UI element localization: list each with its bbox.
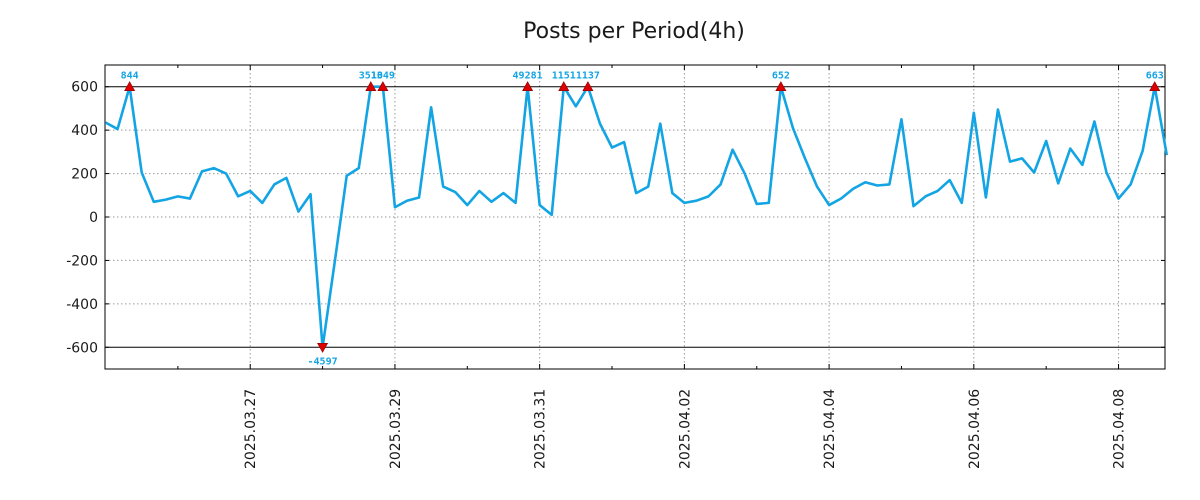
clip-marker	[1149, 81, 1161, 92]
x-tick-label: 2025.03.29	[388, 389, 404, 469]
y-tick-label: 200	[71, 167, 98, 183]
clip-marker	[582, 81, 594, 92]
tick-labels: -600 -400 -200 0 200 400 600 2025.03.27 2025.03.…	[66, 80, 1127, 469]
clip-marker	[522, 81, 534, 92]
clip-marker	[317, 342, 329, 353]
clip-value-label: 1049	[371, 71, 395, 82]
clip-marker	[558, 81, 570, 92]
series-layer	[104, 85, 1169, 349]
y-tick-label: -400	[66, 297, 98, 313]
x-tick-label: 2025.03.27	[243, 389, 259, 469]
x-tick-label: 2025.03.31	[533, 389, 549, 469]
x-tick-label: 2025.04.06	[967, 389, 983, 469]
y-tick-label: 0	[89, 210, 98, 226]
clip-limit-lines	[105, 86, 1165, 348]
clip-marker	[365, 81, 377, 92]
grid-layer	[105, 65, 1165, 369]
clip-value-label: 663	[1146, 71, 1164, 82]
axes-frame	[104, 64, 1166, 370]
clip-marker	[124, 81, 136, 92]
clip-value-label: 1137	[576, 71, 600, 82]
y-tick-label: 400	[71, 123, 98, 139]
plot-frame	[104, 64, 1166, 370]
clip-marker	[775, 81, 787, 92]
x-tick-label: 2025.04.04	[822, 389, 838, 469]
clip-marker	[377, 81, 389, 92]
clip-value-label: -4597	[308, 356, 338, 367]
clip-value-label: 1151	[552, 71, 576, 82]
y-tick-label: 600	[71, 80, 98, 96]
clip-value-label: 652	[772, 71, 790, 82]
x-tick-label: 2025.04.02	[677, 389, 693, 469]
clip-value-label: 3513	[359, 71, 383, 82]
y-tick-label: -200	[66, 253, 98, 269]
clip-value-label: 844	[121, 71, 139, 82]
x-tick-label: 2025.04.08	[1112, 389, 1128, 469]
chart-title: Posts per Period(4h)	[523, 19, 745, 44]
clip-value-label: 49281	[513, 71, 543, 82]
series-line	[104, 85, 1169, 349]
y-tick-label: -600	[66, 340, 98, 356]
